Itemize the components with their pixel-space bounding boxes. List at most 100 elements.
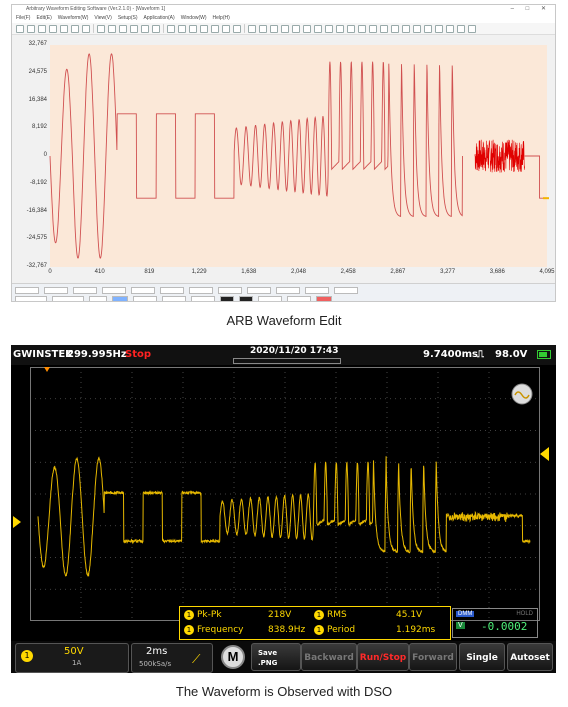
toolbar-tool-icon[interactable]	[347, 24, 355, 33]
menu-item[interactable]: Application(A)	[143, 15, 175, 21]
trigger-level-marker-right[interactable]	[540, 447, 549, 461]
arb-status-panel	[12, 283, 555, 301]
menu-item[interactable]: File(F)	[16, 15, 31, 21]
menu-item[interactable]: View(V)	[94, 15, 112, 21]
toolbar-tool-icon[interactable]	[233, 24, 241, 33]
meas-pkpk-value: 218V	[268, 610, 292, 620]
toolbar-tool-icon[interactable]	[108, 24, 116, 33]
dmm-unit: V	[456, 622, 465, 629]
toolbar-tool-icon[interactable]	[119, 24, 127, 33]
toolbar-tool-icon[interactable]	[60, 24, 68, 33]
dso-screen: GWINSTEK 299.995Hz Stop 2020/11/20 17:43…	[11, 345, 556, 673]
autoset-button[interactable]: Autoset	[507, 643, 553, 671]
channel-1-offset-marker[interactable]	[13, 516, 21, 528]
toolbar-tool-icon[interactable]	[336, 24, 344, 33]
toolbar-tool-icon[interactable]	[222, 24, 230, 33]
x-tick-label: 4,095	[539, 269, 555, 275]
menu-item[interactable]: Waveform(W)	[57, 15, 89, 21]
toolbar-tool-icon[interactable]	[27, 24, 35, 33]
toolbar-tool-icon[interactable]	[281, 24, 289, 33]
toolbar-tool-icon[interactable]	[97, 24, 105, 33]
toolbar-tool-icon[interactable]	[152, 24, 160, 33]
toolbar-tool-icon[interactable]	[270, 24, 278, 33]
trigger-frequency: 299.995Hz	[67, 349, 127, 360]
run-stop-button[interactable]: Run/Stop	[357, 643, 409, 671]
x-tick-label: 2,048	[290, 269, 307, 275]
toolbar-tool-icon[interactable]	[211, 24, 219, 33]
toolbar-tool-icon[interactable]	[200, 24, 208, 33]
toolbar-tool-icon[interactable]	[259, 24, 267, 33]
toolbar-tool-icon[interactable]	[38, 24, 46, 33]
toolbar-tool-icon[interactable]	[424, 24, 432, 33]
toolbar-tool-icon[interactable]	[413, 24, 421, 33]
toolbar-tool-icon[interactable]	[457, 24, 465, 33]
y-tick-label: 16,384	[28, 96, 47, 103]
toolbar-tool-icon[interactable]	[130, 24, 138, 33]
timestamp: 2020/11/20 17:43	[250, 346, 339, 356]
toolbar-tool-icon[interactable]	[49, 24, 57, 33]
save-png-button[interactable]: Save .PNG	[251, 643, 301, 671]
y-tick-label: -24,575	[26, 235, 47, 242]
dso-waveform-display	[30, 367, 540, 621]
toolbar-tool-icon[interactable]	[141, 24, 149, 33]
save-label: Save	[258, 649, 278, 657]
dmm-label: DMM	[456, 611, 475, 617]
toolbar-tool-icon[interactable]	[391, 24, 399, 33]
toolbar-separator	[163, 24, 164, 33]
dso-header: GWINSTEK 299.995Hz Stop 2020/11/20 17:43…	[11, 345, 556, 365]
toolbar-tool-icon[interactable]	[380, 24, 388, 33]
arb-status-row-2	[15, 295, 332, 301]
forward-button[interactable]: Forward	[409, 643, 457, 671]
toolbar-tool-icon[interactable]	[369, 24, 377, 33]
timebase-settings[interactable]: 2ms 500kSa/s ⟋	[131, 643, 213, 673]
toolbar-tool-icon[interactable]	[167, 24, 175, 33]
toolbar-tool-icon[interactable]	[435, 24, 443, 33]
arb-plot-area[interactable]	[50, 45, 547, 267]
menu-m-button[interactable]: M	[221, 645, 245, 669]
horizontal-position: 9.7400ms	[423, 349, 478, 360]
channel-probe: 1A	[72, 659, 82, 667]
timebase-rate: 500kSa/s	[139, 660, 172, 668]
x-tick-label: 2,458	[340, 269, 356, 275]
trigger-edge-icon: ⎍	[477, 349, 484, 360]
toolbar-tool-icon[interactable]	[82, 24, 90, 33]
arb-noise-trace	[474, 139, 525, 173]
toolbar-tool-icon[interactable]	[314, 24, 322, 33]
toolbar-tool-icon[interactable]	[292, 24, 300, 33]
backward-button[interactable]: Backward	[301, 643, 357, 671]
toolbar-tool-icon[interactable]	[303, 24, 311, 33]
channel-1-icon: 1	[21, 650, 33, 662]
meas-rms: 1 RMS	[314, 610, 347, 620]
arb-titlebar: Arbitrary Waveform Editing Software (Ver…	[12, 5, 555, 14]
toolbar-tool-icon[interactable]	[468, 24, 476, 33]
window-controls[interactable]: – □ ✕	[510, 6, 551, 12]
toolbar-tool-icon[interactable]	[325, 24, 333, 33]
toolbar-tool-icon[interactable]	[446, 24, 454, 33]
toolbar-tool-icon[interactable]	[358, 24, 366, 33]
timebase-div: 2ms	[146, 646, 168, 657]
menu-item[interactable]: Window(W)	[180, 15, 207, 21]
quick-menu-wave-glyph	[514, 391, 530, 399]
battery-icon	[537, 350, 551, 359]
x-tick-label: 2,867	[390, 269, 406, 275]
arb-waveform-plot	[49, 53, 549, 259]
dmm-value: -0.0002	[481, 620, 528, 633]
caption-arb: ARB Waveform Edit	[226, 313, 342, 328]
menu-item[interactable]: Help(H)	[212, 15, 230, 21]
toolbar-tool-icon[interactable]	[16, 24, 24, 33]
arb-menubar: File(F) Edit(E) Waveform(W) View(V) Setup(S)…	[12, 14, 555, 23]
single-button[interactable]: Single	[459, 643, 505, 671]
toolbar-tool-icon[interactable]	[248, 24, 256, 33]
menu-item[interactable]: Setup(S)	[117, 15, 138, 21]
x-tick-label: 410	[94, 269, 105, 275]
toolbar-tool-icon[interactable]	[71, 24, 79, 33]
toolbar-tool-icon[interactable]	[189, 24, 197, 33]
toolbar-tool-icon[interactable]	[402, 24, 410, 33]
channel-1-settings[interactable]: 1 50V 1A	[15, 643, 129, 673]
arb-toolbar	[12, 23, 555, 35]
dso-softkey-bar: 1 50V 1A 2ms 500kSa/s ⟋ M Save .PNG Back…	[11, 641, 556, 673]
toolbar-tool-icon[interactable]	[178, 24, 186, 33]
meas-pkpk: 1 Pk-Pk	[184, 610, 222, 620]
save-format: .PNG	[258, 659, 278, 667]
menu-item[interactable]: Edit(E)	[36, 15, 52, 21]
